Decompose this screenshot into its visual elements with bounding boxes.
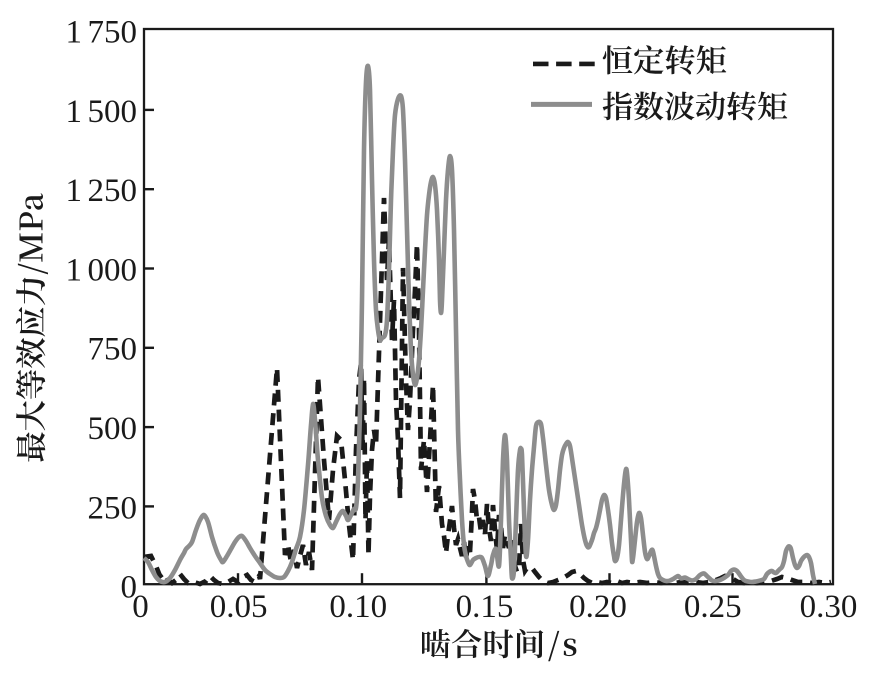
svg-text:500: 500 bbox=[88, 411, 138, 447]
svg-text:0.30: 0.30 bbox=[800, 589, 858, 625]
svg-text:0.25: 0.25 bbox=[684, 589, 742, 625]
svg-text:0: 0 bbox=[132, 589, 149, 625]
svg-text:0.20: 0.20 bbox=[569, 589, 627, 625]
svg-text:750: 750 bbox=[88, 332, 138, 368]
svg-text:250: 250 bbox=[88, 490, 138, 526]
svg-text:0.15: 0.15 bbox=[456, 589, 514, 625]
svg-text:0: 0 bbox=[121, 570, 138, 606]
svg-text:0.05: 0.05 bbox=[210, 589, 268, 625]
svg-text:0.10: 0.10 bbox=[329, 589, 387, 625]
